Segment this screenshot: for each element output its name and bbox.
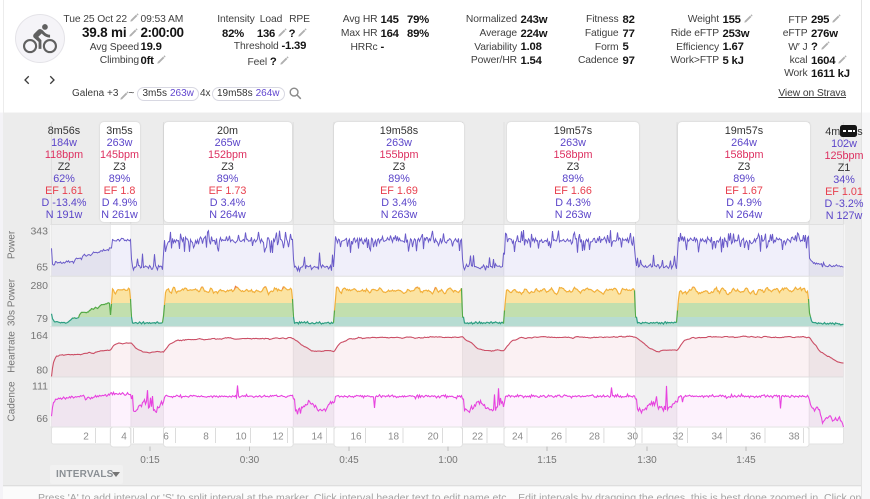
svg-text:30s Power: 30s Power [7,278,18,326]
svg-text:343: 343 [30,226,48,238]
svg-text:22: 22 [472,432,484,443]
svg-text:66: 66 [36,413,48,425]
svg-text:1:00: 1:00 [438,455,458,466]
svg-text:6: 6 [163,432,169,443]
svg-text:16: 16 [350,432,362,443]
svg-text:20: 20 [427,432,439,443]
svg-text:34: 34 [711,432,723,443]
svg-text:2: 2 [83,432,89,443]
svg-text:28: 28 [589,432,601,443]
svg-text:79: 79 [36,313,48,325]
svg-text:Heartrate: Heartrate [7,331,18,373]
svg-text:Power: Power [7,230,18,259]
svg-text:1:45: 1:45 [736,455,756,466]
svg-text:18: 18 [388,432,400,443]
svg-text:38: 38 [788,432,800,443]
svg-text:0:15: 0:15 [140,455,160,466]
svg-text:12: 12 [272,432,284,443]
svg-text:14: 14 [311,432,323,443]
svg-text:65: 65 [36,262,48,274]
svg-text:32: 32 [672,432,684,443]
svg-text:4: 4 [121,432,127,443]
svg-text:1:15: 1:15 [537,455,557,466]
svg-text:80: 80 [36,365,48,377]
svg-text:26: 26 [551,432,563,443]
svg-text:111: 111 [32,381,48,393]
svg-text:1:30: 1:30 [637,455,657,466]
svg-text:24: 24 [512,432,524,443]
svg-text:0:45: 0:45 [339,455,359,466]
svg-text:10: 10 [235,432,247,443]
svg-text:0:30: 0:30 [240,455,260,466]
svg-text:36: 36 [750,432,762,443]
svg-text:164: 164 [30,330,48,342]
svg-text:8: 8 [203,432,209,443]
svg-text:30: 30 [627,432,639,443]
svg-text:Cadence: Cadence [7,381,18,421]
svg-text:280: 280 [30,280,48,292]
